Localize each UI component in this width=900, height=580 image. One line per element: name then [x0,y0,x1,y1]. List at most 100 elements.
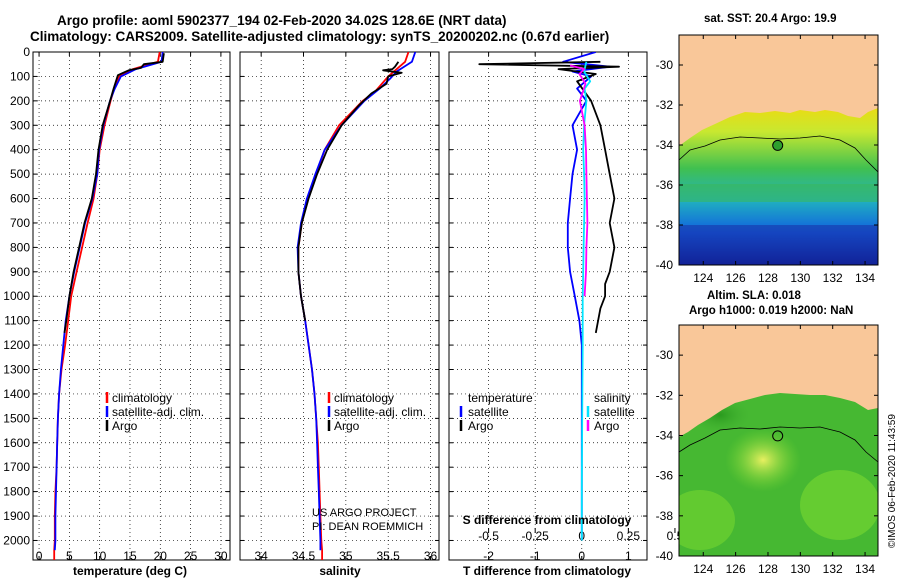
y-tick-label: 2000 [3,533,30,547]
series-group [53,52,165,560]
x-tick-label: 1 [625,549,632,563]
y-tick-label: 1400 [3,387,30,401]
x-tick-label: -1 [530,549,541,563]
sst-map-frame [678,34,879,266]
s-tick-label: -0.5 [478,529,499,543]
y-tick-label: 800 [10,240,30,254]
series-line-argo [63,53,165,334]
y-tick-label: 100 [10,69,30,83]
y-tick-label: 1100 [4,314,30,328]
s-tick-label: 0.25 [617,529,641,543]
x-tick-label: 15 [123,549,137,563]
map-y-tick-label: -30 [656,58,674,72]
map-x-tick-label: 134 [855,271,875,285]
map-x-tick-label: 134 [855,562,875,576]
map-y-tick-label: -36 [656,178,674,192]
sst-deep-band [679,225,878,265]
map-y-tick-label: -38 [656,218,674,232]
legend-label-t-argo: Argo [468,419,494,433]
map-x-tick-label: 128 [758,271,778,285]
y-tick-label: 300 [10,118,30,132]
y-tick-label: 1700 [3,460,30,474]
map-x-tick-label: 128 [758,562,778,576]
y-tick-label: 600 [10,192,30,206]
plot-frame [448,51,648,561]
map-x-tick-label: 126 [726,271,746,285]
y-tick-label: 1200 [3,338,30,352]
salinity-panel: 34 34.5 35 35.5 36 [239,51,440,563]
y-tick-label: 1800 [3,485,30,499]
sla-land [679,325,878,437]
legend-label-argo: Argo [112,419,138,433]
series-line-argo [297,61,403,321]
sla-high-anomaly [725,428,801,492]
map-x-tick-label: 132 [823,562,843,576]
plot-frame [239,51,440,561]
series-line-s-satellite [580,61,592,541]
temperature-panel: 0 5 10 15 20 25 300100200300400500600700800900… [3,45,231,563]
map-x-tick-label: 130 [790,271,810,285]
map-y-tick-label: -30 [656,348,674,362]
legend-title-temperature: temperature [468,391,533,405]
y-tick-label: 1900 [3,509,30,523]
map-x-tick-label: 124 [693,271,713,285]
y-tick-label: 900 [10,265,30,279]
legend-label-climatology: climatology [112,391,172,405]
map-y-tick-label: -38 [656,509,674,523]
series-group [296,52,417,560]
map-y-tick-label: -32 [656,388,674,402]
sla-argo-marker [772,430,784,442]
x-tick-label: 25 [184,549,198,563]
y-tick-label: 400 [10,143,30,157]
x-tick-label: 0 [578,549,585,563]
t-difference-label: T difference from climatology [463,564,631,578]
difference-legend-salinity: salinity satellite Argo [586,391,635,433]
sst-contour [679,135,878,173]
sst-land [679,35,878,146]
legend-label-satellite: satellite-adj. clim. [112,405,204,419]
y-tick-label: 1000 [3,289,30,303]
sla-light-patch-2 [679,490,735,550]
legend-label-t-satellite: satellite [468,405,509,419]
x-tick-label: -2 [483,549,494,563]
plot-frame [32,51,231,561]
difference-legend-temperature: temperature satellite Argo [459,391,533,433]
series-group [478,52,620,541]
x-tick-label: 36 [424,549,438,563]
x-tick-label: 34 [254,549,268,563]
x-tick-label: 35.5 [377,549,401,563]
sla-map-title: Altim. SLA: 0.018 [707,290,801,302]
temperature-x-label: temperature (deg C) [73,564,187,578]
map-x-tick-label: 124 [693,562,713,576]
map-x-tick-label: 126 [726,562,746,576]
sst-band [679,184,878,202]
sla-map-frame [678,324,879,557]
s-difference-label: S difference from climatology [463,513,632,527]
map-x-tick-label: 132 [823,271,843,285]
legend-label-argo: Argo [334,419,360,433]
x-tick-label: 5 [66,549,73,563]
sst-map-title: sat. SST: 20.4 Argo: 19.9 [704,13,837,25]
salinity-legend: climatology satellite-adj. clim. Argo [327,391,426,433]
difference-panel: -2 -1 0 1-0.5 -0.25 0 0.25 0.5 [448,51,684,563]
x-tick-label: 30 [214,549,228,563]
y-tick-label: 0 [23,45,30,59]
sla-map: 124 126 128 130 132 134 -30 -32 -34 -36 -38 -40 [656,324,879,576]
legend-label-s-argo: Argo [594,419,620,433]
sst-map: 124 126 128 130 132 134 -30 -32 -34 -36 -38 -40 [656,34,879,285]
sla-light-patch [800,470,878,540]
s-tick-label: -0.25 [522,529,550,543]
imos-timestamp: ©IMOS 06-Feb-2020 11:43:59 [887,414,898,548]
x-tick-label: 0 [36,549,43,563]
y-tick-label: 1500 [3,411,30,425]
x-tick-label: 34.5 [292,549,316,563]
x-tick-label: 35 [339,549,353,563]
map-y-tick-label: -40 [656,549,674,563]
map-y-tick-label: -40 [656,258,674,272]
y-tick-label: 500 [10,167,30,181]
legend-label-climatology: climatology [334,391,394,405]
x-tick-label: 10 [93,549,107,563]
sla-contour [679,426,878,463]
